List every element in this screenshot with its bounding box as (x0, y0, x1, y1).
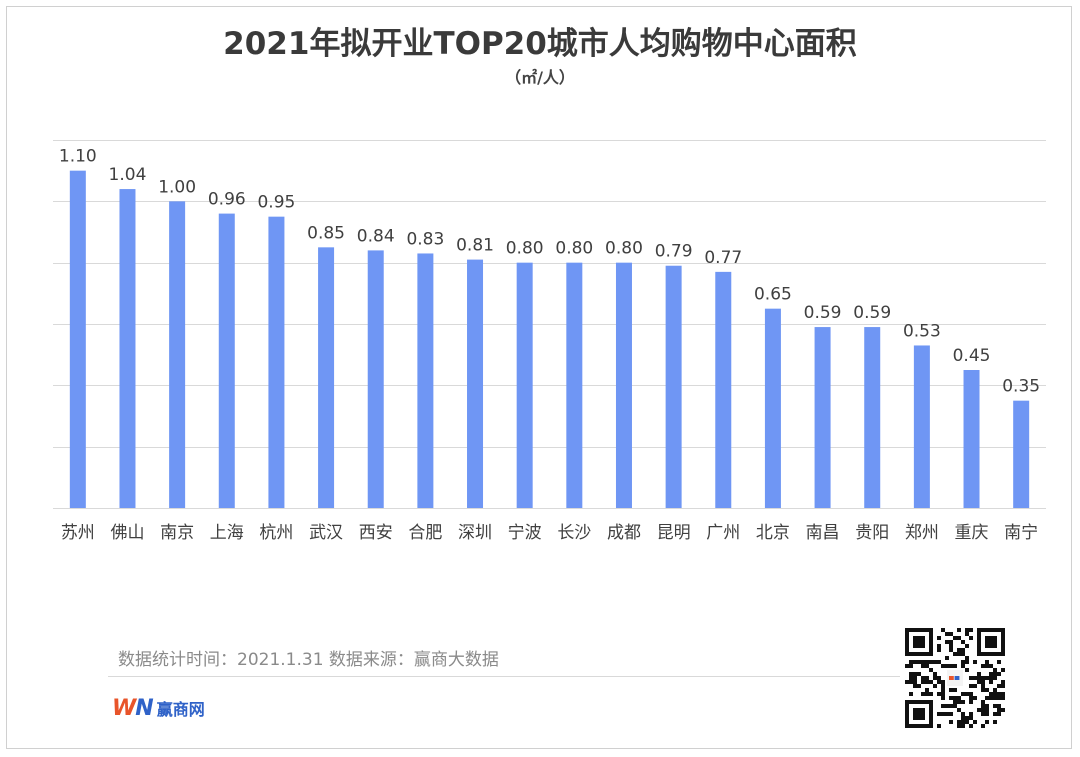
bar (467, 259, 484, 508)
data-label: 1.00 (158, 177, 196, 197)
x-tick-label: 南京 (160, 523, 194, 543)
x-tick-label: 武汉 (309, 523, 343, 543)
data-label: 0.53 (903, 321, 941, 341)
x-tick-label: 宁波 (508, 523, 542, 543)
bar (69, 170, 86, 508)
x-tick-label: 南昌 (806, 523, 840, 543)
logo-text: 赢商网 (156, 700, 205, 719)
x-tick-label: 西安 (359, 523, 393, 543)
data-label: 0.84 (357, 226, 395, 246)
data-label: 0.79 (655, 242, 693, 262)
data-label: 1.10 (59, 147, 97, 167)
chart-title: 2021年拟开业TOP20城市人均购物中心面积 (223, 26, 857, 62)
bar (516, 262, 533, 508)
x-tick-label: 昆明 (657, 523, 691, 543)
data-label: 0.80 (555, 239, 593, 259)
bar (963, 370, 980, 508)
bar (764, 308, 781, 508)
bar (566, 262, 583, 508)
logo-mark-icon: WN (112, 695, 154, 721)
bar (913, 345, 930, 508)
bar (169, 201, 186, 509)
bar (268, 216, 285, 508)
data-label: 0.77 (704, 248, 742, 268)
bar (864, 327, 881, 508)
bar (367, 250, 384, 508)
data-label: 0.85 (307, 223, 345, 243)
data-label: 0.59 (804, 303, 842, 323)
x-tick-label: 郑州 (905, 523, 939, 543)
x-tick-label: 合肥 (408, 523, 442, 543)
bar (218, 213, 235, 508)
data-label: 0.35 (1002, 377, 1040, 397)
x-tick-label: 重庆 (955, 523, 989, 543)
data-label: 0.45 (953, 346, 991, 366)
x-tick-label: 杭州 (259, 523, 293, 543)
data-label: 0.83 (406, 229, 444, 249)
bar (715, 271, 732, 508)
bar (119, 189, 136, 509)
x-tick-label: 长沙 (557, 523, 591, 543)
x-tick-label: 深圳 (458, 523, 492, 543)
data-label: 0.95 (257, 193, 295, 213)
x-tick-label: 南宁 (1004, 523, 1038, 543)
x-tick-label: 贵阳 (855, 523, 889, 543)
x-tick-label: 上海 (210, 523, 244, 543)
unit-label: （㎡/人） (505, 68, 575, 87)
data-label: 1.04 (109, 165, 147, 185)
winshang-logo: WN 赢商网 (112, 695, 205, 721)
bar-chart: 1.10 苏州 1.04 佛山 1.00 南京 0.96 上海 0.95 杭州 0.85 武汉 0.84… (53, 140, 1046, 543)
data-source-footnote: 数据统计时间：2021.1.31 数据来源：赢商大数据 (118, 650, 499, 670)
bar (615, 262, 632, 508)
data-label: 0.96 (208, 190, 246, 210)
data-label: 0.65 (754, 285, 792, 305)
bar (665, 265, 682, 508)
data-label: 0.81 (456, 236, 494, 256)
x-tick-label: 广州 (706, 523, 740, 543)
bar (814, 327, 831, 508)
data-label: 0.80 (605, 239, 643, 259)
data-label: 0.80 (506, 239, 544, 259)
chart-frame (6, 6, 1072, 749)
bar (318, 247, 335, 509)
x-tick-label: 苏州 (61, 523, 95, 543)
bar (1013, 400, 1030, 508)
x-tick-label: 佛山 (110, 523, 144, 543)
x-tick-label: 北京 (756, 523, 790, 543)
bar (417, 253, 434, 508)
data-label: 0.59 (853, 303, 891, 323)
qr-code-icon (905, 628, 1005, 728)
x-tick-label: 成都 (607, 523, 641, 543)
footer-divider (108, 676, 900, 677)
